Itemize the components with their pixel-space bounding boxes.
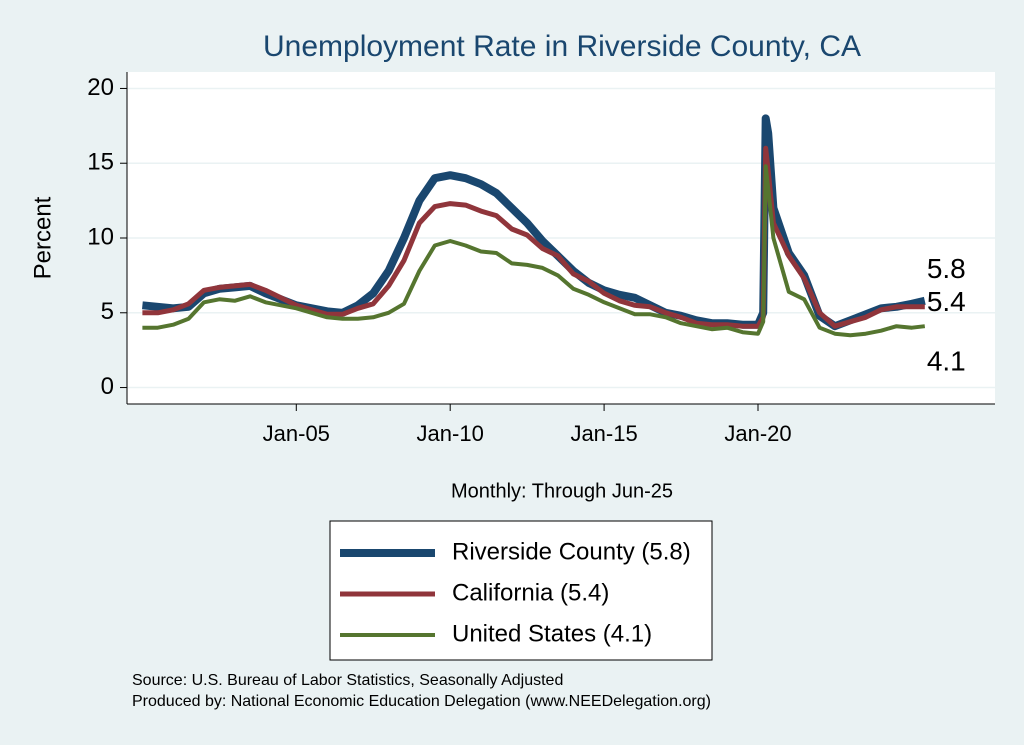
- y-tick-label: 5: [101, 298, 114, 325]
- series-line: [142, 145, 925, 329]
- source-note: Produced by: National Economic Education…: [132, 693, 711, 710]
- end-label: 5.8: [927, 253, 966, 284]
- y-axis-label: Percent: [29, 196, 56, 279]
- y-tick-label: 10: [87, 223, 114, 250]
- end-label: 4.1: [927, 346, 966, 377]
- legend-label: Riverside County (5.8): [452, 538, 691, 565]
- y-tick-label: 20: [87, 74, 114, 101]
- y-tick-label: 0: [101, 373, 114, 400]
- source-note: Source: U.S. Bureau of Labor Statistics,…: [132, 672, 563, 689]
- legend-label: California (5.4): [452, 579, 609, 606]
- x-tick-label: Jan-20: [724, 421, 791, 446]
- x-tick-label: Jan-10: [417, 421, 484, 446]
- x-tick-label: Jan-15: [570, 421, 637, 446]
- x-tick-label: Jan-05: [263, 421, 330, 446]
- series-line: [142, 164, 926, 338]
- end-label: 5.4: [927, 286, 966, 317]
- legend-label: United States (4.1): [452, 620, 652, 647]
- y-tick-label: 15: [87, 149, 114, 176]
- chart-title: Unemployment Rate in Riverside County, C…: [263, 30, 861, 63]
- x-axis-label: Monthly: Through Jun-25: [451, 480, 673, 502]
